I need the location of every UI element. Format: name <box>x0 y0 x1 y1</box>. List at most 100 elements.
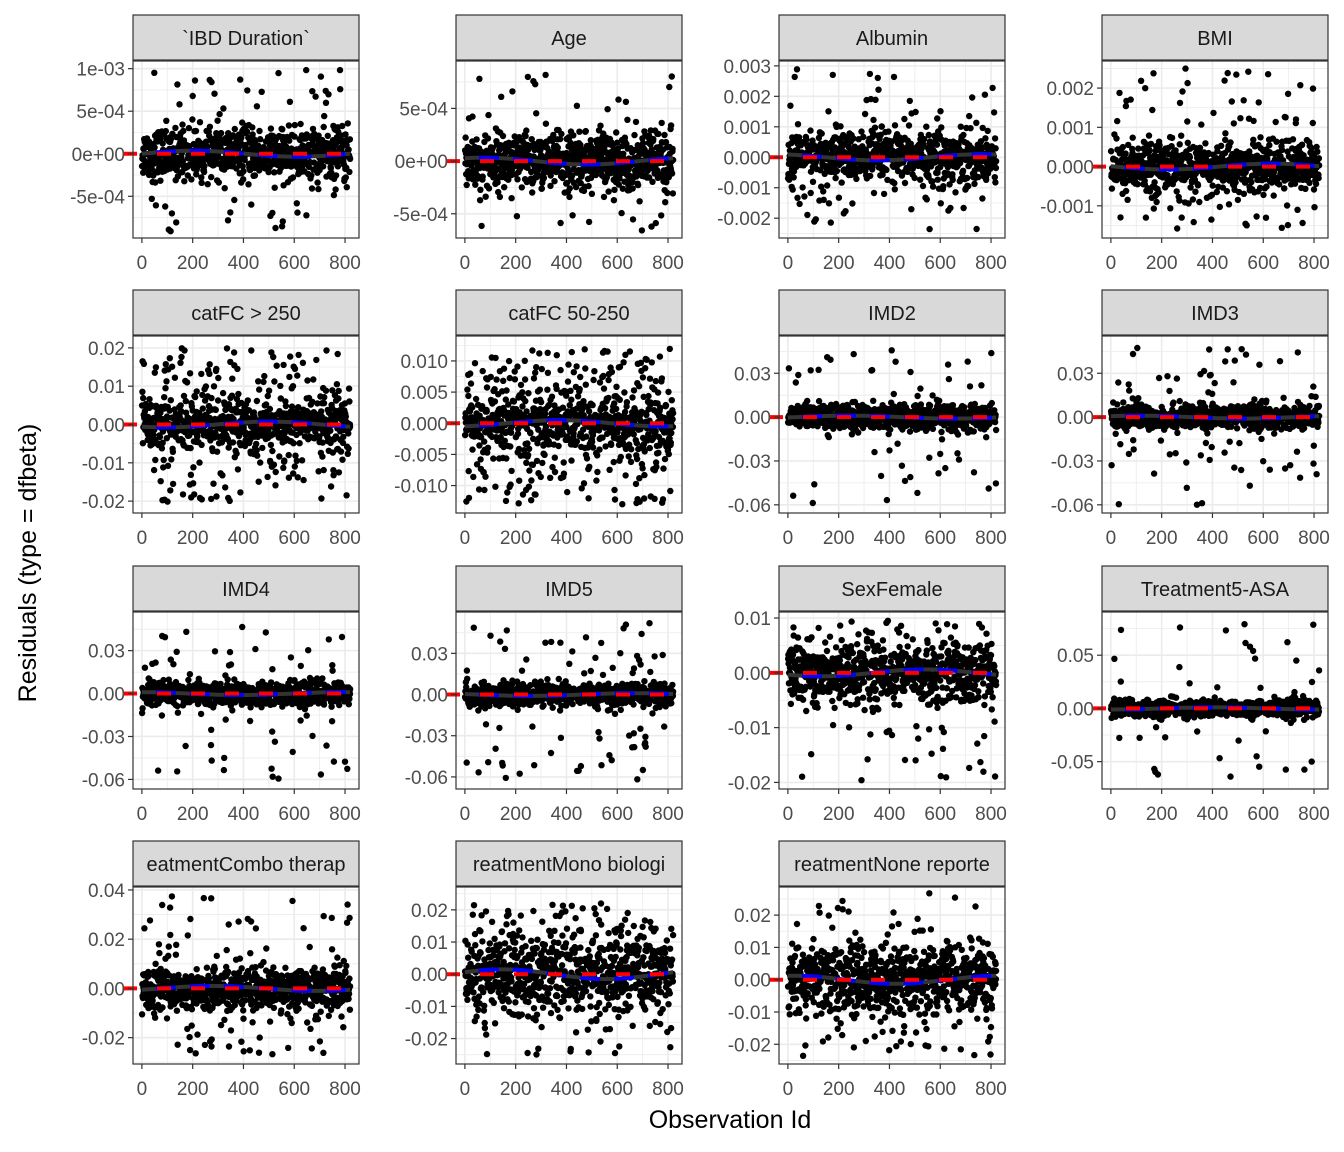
data-point <box>483 408 490 415</box>
data-point <box>523 459 530 466</box>
data-point <box>937 108 944 115</box>
data-point <box>216 110 223 118</box>
data-point <box>911 174 918 182</box>
data-point <box>227 209 234 216</box>
data-point <box>469 404 476 411</box>
loess-line <box>787 152 997 163</box>
data-point <box>989 84 996 92</box>
data-point <box>1122 102 1130 110</box>
data-point <box>491 398 499 405</box>
data-point <box>476 442 483 449</box>
data-point <box>793 66 801 73</box>
data-point <box>1313 143 1320 151</box>
data-point <box>221 185 228 192</box>
data-point <box>1222 136 1229 144</box>
data-point <box>820 196 827 203</box>
data-point <box>1314 148 1321 155</box>
data-point <box>566 402 573 409</box>
data-point <box>1273 138 1280 145</box>
data-point <box>1210 109 1217 117</box>
data-point <box>624 116 631 124</box>
data-point <box>163 435 170 442</box>
data-point <box>515 500 522 507</box>
data-point <box>591 368 598 375</box>
facet-strip <box>132 14 360 61</box>
data-point <box>514 430 522 437</box>
data-point <box>1122 150 1129 157</box>
data-point <box>861 110 869 118</box>
data-point <box>1127 96 1134 103</box>
data-point <box>1242 176 1249 183</box>
data-point <box>638 227 646 234</box>
data-point <box>557 219 564 227</box>
x-tick-label: 600 <box>278 253 310 274</box>
data-point <box>269 209 276 217</box>
data-point <box>883 166 890 174</box>
data-point <box>801 193 808 200</box>
data-point <box>1173 174 1181 182</box>
panel-border <box>1101 60 1329 239</box>
data-point <box>872 96 879 104</box>
data-point <box>167 136 174 143</box>
data-point <box>241 156 248 164</box>
data-point <box>663 179 670 186</box>
data-point <box>874 74 881 82</box>
data-point <box>267 441 275 449</box>
data-point <box>519 389 526 396</box>
data-point <box>662 138 670 146</box>
data-point <box>1266 142 1273 149</box>
data-point <box>818 130 825 137</box>
data-point <box>940 183 947 190</box>
facet-strip <box>1101 14 1329 61</box>
data-point <box>289 383 297 390</box>
y-tick-label: -0.01 <box>82 454 125 475</box>
data-point <box>501 184 508 191</box>
data-point <box>199 391 206 399</box>
data-point <box>312 93 319 100</box>
data-point <box>666 83 673 91</box>
x-tick-label: 600 <box>601 253 633 274</box>
data-point <box>202 383 210 390</box>
data-point <box>502 396 509 403</box>
data-point <box>636 198 643 205</box>
data-point <box>633 173 640 180</box>
data-point <box>1257 184 1264 192</box>
data-point <box>662 199 669 206</box>
data-point <box>160 464 167 471</box>
data-point <box>1233 71 1240 78</box>
data-point <box>280 464 287 471</box>
x-tick-label: 200 <box>177 528 209 549</box>
data-point <box>519 403 526 410</box>
data-point <box>196 119 204 126</box>
data-point <box>1310 186 1318 193</box>
data-point <box>152 179 159 186</box>
data-point <box>1223 188 1231 195</box>
data-point <box>339 439 347 447</box>
data-point <box>615 96 622 103</box>
data-point <box>1294 206 1301 213</box>
data-point <box>530 375 538 382</box>
data-point <box>179 157 186 165</box>
data-point <box>1168 134 1176 142</box>
data-point <box>1284 148 1291 155</box>
data-point <box>526 467 533 474</box>
data-point <box>166 355 173 362</box>
data-point <box>544 369 552 376</box>
data-point <box>1146 188 1154 195</box>
data-point <box>803 136 810 143</box>
data-point <box>257 459 264 466</box>
data-point <box>229 439 237 446</box>
data-point <box>538 185 545 192</box>
data-point <box>582 365 589 372</box>
data-point <box>1185 200 1192 207</box>
data-point <box>304 377 311 384</box>
data-point <box>269 447 276 455</box>
data-point <box>267 125 275 132</box>
data-point <box>290 440 297 447</box>
data-point <box>292 452 299 459</box>
data-point <box>585 495 592 502</box>
data-point <box>291 133 298 140</box>
data-point <box>566 193 573 201</box>
data-point <box>653 166 661 174</box>
data-point <box>860 133 867 141</box>
